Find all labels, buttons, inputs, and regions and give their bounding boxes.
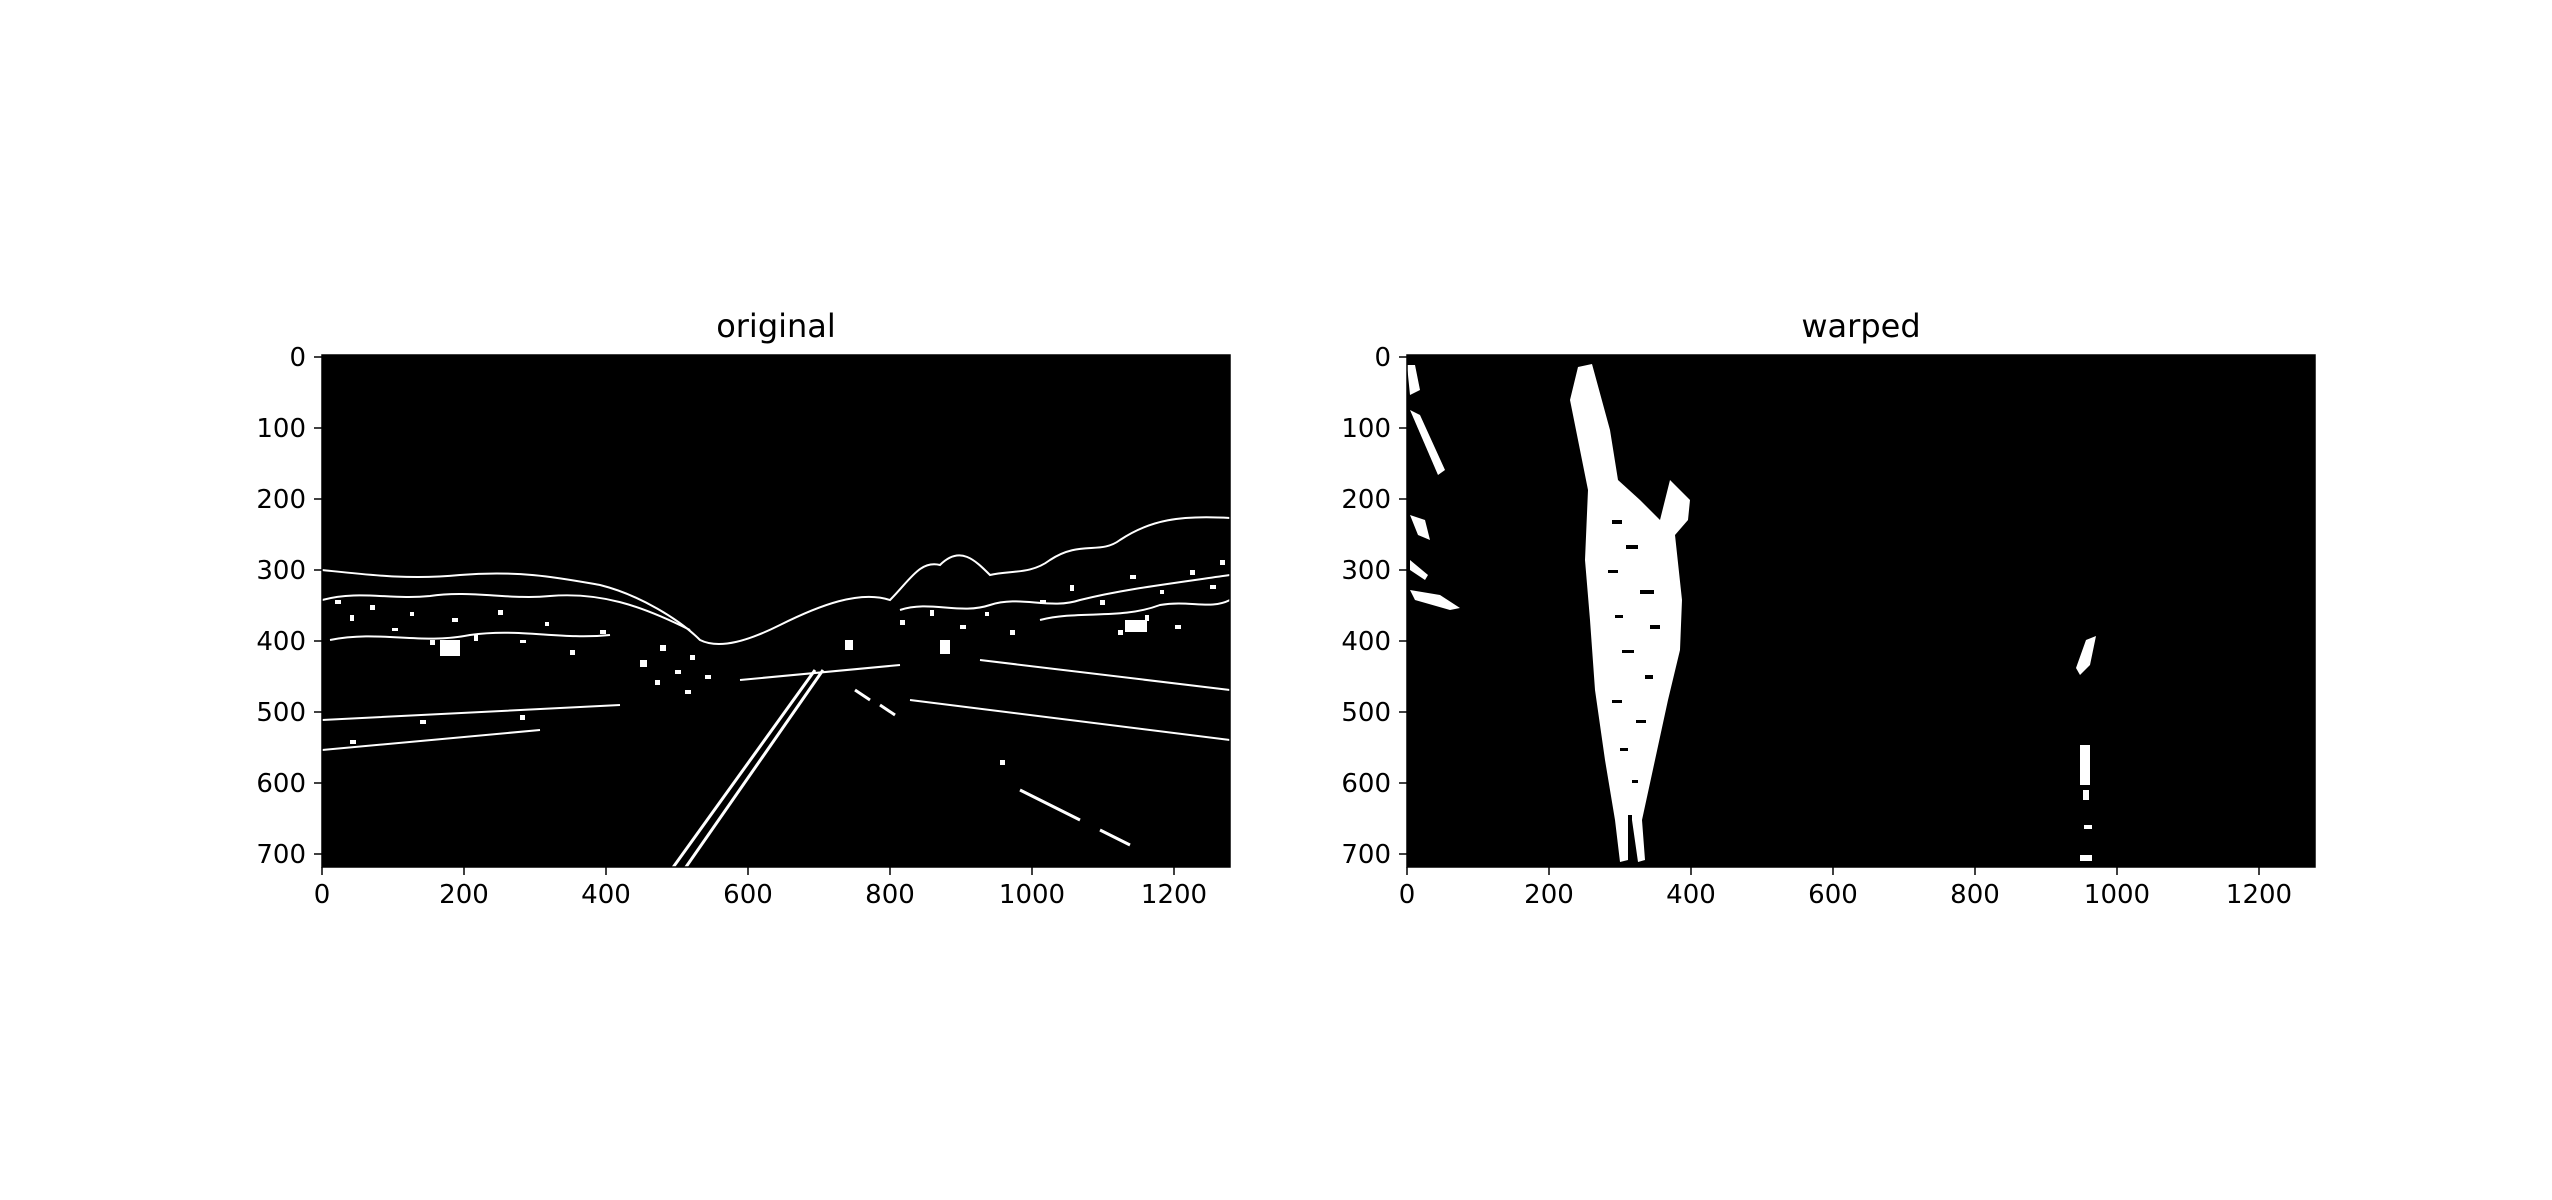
x-tick-label: 1200	[2226, 880, 2292, 910]
x-tick: 400	[581, 867, 631, 910]
panel-title: warped	[1801, 307, 1920, 345]
y-tick: 300	[256, 556, 322, 586]
x-tick-label: 400	[581, 880, 631, 910]
y-tick: 200	[1341, 485, 1407, 515]
axes-frame	[321, 354, 1231, 868]
roadside-specks	[350, 620, 1147, 765]
panel-title: original	[716, 307, 836, 345]
y-tick-label: 400	[256, 627, 306, 657]
x-tick: 0	[1399, 867, 1416, 910]
y-tick-label: 500	[256, 698, 306, 728]
x-tick: 1000	[999, 867, 1065, 910]
y-tick-label: 0	[289, 343, 306, 373]
y-tick-label: 200	[1341, 485, 1391, 515]
y-tick: 700	[256, 840, 322, 870]
y-tick: 100	[1341, 414, 1407, 444]
x-tick-label: 600	[723, 880, 773, 910]
foliage-speckles	[335, 560, 1225, 694]
panel-original: original	[256, 307, 1231, 910]
x-axis: 0 200 400 600 800 1000	[1399, 867, 2292, 910]
y-tick: 200	[256, 485, 322, 515]
y-tick-label: 100	[1341, 414, 1391, 444]
x-tick-label: 200	[1524, 880, 1574, 910]
image-background	[1407, 355, 2315, 867]
x-tick: 600	[1808, 867, 1858, 910]
left-edge-fragments	[1407, 365, 1460, 610]
axes-frame	[1406, 354, 2316, 868]
x-tick-label: 1000	[2084, 880, 2150, 910]
y-tick: 600	[1341, 769, 1407, 799]
y-tick: 0	[1374, 343, 1407, 373]
x-tick: 800	[865, 867, 915, 910]
y-tick: 300	[1341, 556, 1407, 586]
x-tick-label: 1000	[999, 880, 1065, 910]
hill-edges	[322, 516, 1230, 721]
left-lane-blob	[1570, 364, 1690, 862]
y-tick: 0	[289, 343, 322, 373]
x-tick-label: 0	[1399, 880, 1416, 910]
y-tick: 500	[256, 698, 322, 728]
y-tick: 500	[1341, 698, 1407, 728]
y-tick: 100	[256, 414, 322, 444]
image-background	[322, 355, 1230, 867]
x-tick-label: 800	[1950, 880, 2000, 910]
y-tick: 700	[1341, 840, 1407, 870]
left-lane-gaps	[1608, 520, 1660, 860]
y-tick-label: 600	[256, 769, 306, 799]
y-tick-label: 200	[256, 485, 306, 515]
y-tick-label: 600	[1341, 769, 1391, 799]
x-axis: 0 200 400 600 800 1000	[314, 867, 1207, 910]
binary-image-warped	[1407, 355, 2315, 867]
y-tick-label: 400	[1341, 627, 1391, 657]
binary-image-original	[322, 355, 1230, 867]
x-tick: 800	[1950, 867, 2000, 910]
y-tick-label: 100	[256, 414, 306, 444]
y-axis: 0 100 200 300 400 500	[1341, 343, 1407, 870]
y-tick-label: 300	[1341, 556, 1391, 586]
x-tick: 1000	[2084, 867, 2150, 910]
x-tick: 1200	[1141, 867, 1207, 910]
x-tick: 200	[439, 867, 489, 910]
x-tick-label: 800	[865, 880, 915, 910]
x-tick: 1200	[2226, 867, 2292, 910]
lane-line-edges	[322, 669, 1230, 867]
y-tick: 400	[256, 627, 322, 657]
x-tick-label: 200	[439, 880, 489, 910]
y-axis: 0 100 200 300 400 500	[256, 343, 322, 870]
x-tick: 200	[1524, 867, 1574, 910]
y-tick-label: 700	[256, 840, 306, 870]
y-tick: 600	[256, 769, 322, 799]
right-lane-marks	[2076, 636, 2096, 861]
x-tick: 0	[314, 867, 331, 910]
x-tick-label: 600	[1808, 880, 1858, 910]
x-tick: 600	[723, 867, 773, 910]
y-tick-label: 500	[1341, 698, 1391, 728]
x-tick-label: 400	[1666, 880, 1716, 910]
y-tick: 400	[1341, 627, 1407, 657]
panel-warped: warped	[1341, 307, 2316, 910]
y-tick-label: 300	[256, 556, 306, 586]
x-tick-label: 1200	[1141, 880, 1207, 910]
x-tick: 400	[1666, 867, 1716, 910]
y-tick-label: 700	[1341, 840, 1391, 870]
x-tick-label: 0	[314, 880, 331, 910]
y-tick-label: 0	[1374, 343, 1391, 373]
